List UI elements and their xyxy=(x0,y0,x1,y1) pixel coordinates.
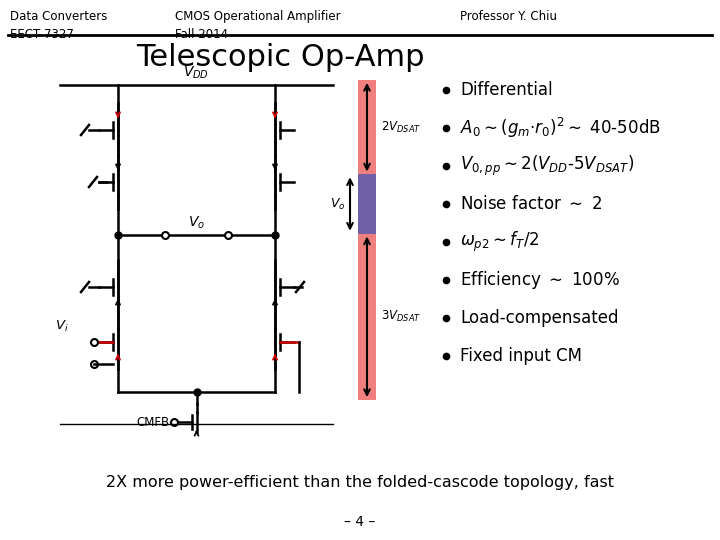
Text: CMFB: CMFB xyxy=(136,415,169,429)
Text: $\omega_{p2} \sim f_T/2$: $\omega_{p2} \sim f_T/2$ xyxy=(460,230,539,254)
Text: 3$V_{DSAT}$: 3$V_{DSAT}$ xyxy=(381,309,421,325)
Text: $A_0 \sim (g_m{\cdot}r_0)^2 \sim$ 40-50dB: $A_0 \sim (g_m{\cdot}r_0)^2 \sim$ 40-50d… xyxy=(460,116,661,140)
Text: Fixed input CM: Fixed input CM xyxy=(460,347,582,365)
Text: Professor Y. Chiu: Professor Y. Chiu xyxy=(460,10,557,23)
Text: CMOS Operational Amplifier
Fall 2014: CMOS Operational Amplifier Fall 2014 xyxy=(175,10,341,41)
Text: Noise factor $\sim$ 2: Noise factor $\sim$ 2 xyxy=(460,195,602,213)
Text: $V_o$: $V_o$ xyxy=(330,197,346,212)
Text: $V_{0,pp} \sim 2(V_{DD}$-$5V_{DSAT})$: $V_{0,pp} \sim 2(V_{DD}$-$5V_{DSAT})$ xyxy=(460,154,634,178)
Text: Load-compensated: Load-compensated xyxy=(460,309,618,327)
Text: $V_{DD}$: $V_{DD}$ xyxy=(184,65,210,81)
Text: Telescopic Op-Amp: Telescopic Op-Amp xyxy=(136,43,424,72)
Text: 2X more power-efficient than the folded-cascode topology, fast: 2X more power-efficient than the folded-… xyxy=(106,475,614,489)
Text: Differential: Differential xyxy=(460,81,553,99)
Text: Efficiency $\sim$ 100%: Efficiency $\sim$ 100% xyxy=(460,269,620,291)
Bar xyxy=(358,174,376,234)
Text: – 4 –: – 4 – xyxy=(344,515,376,529)
Text: Data Converters
EECT 7327: Data Converters EECT 7327 xyxy=(10,10,107,41)
Text: $V_i$: $V_i$ xyxy=(55,319,69,334)
Text: $V_o$: $V_o$ xyxy=(188,214,205,231)
Bar xyxy=(358,80,376,174)
Text: 2$V_{DSAT}$: 2$V_{DSAT}$ xyxy=(381,120,421,135)
Bar xyxy=(358,234,376,400)
